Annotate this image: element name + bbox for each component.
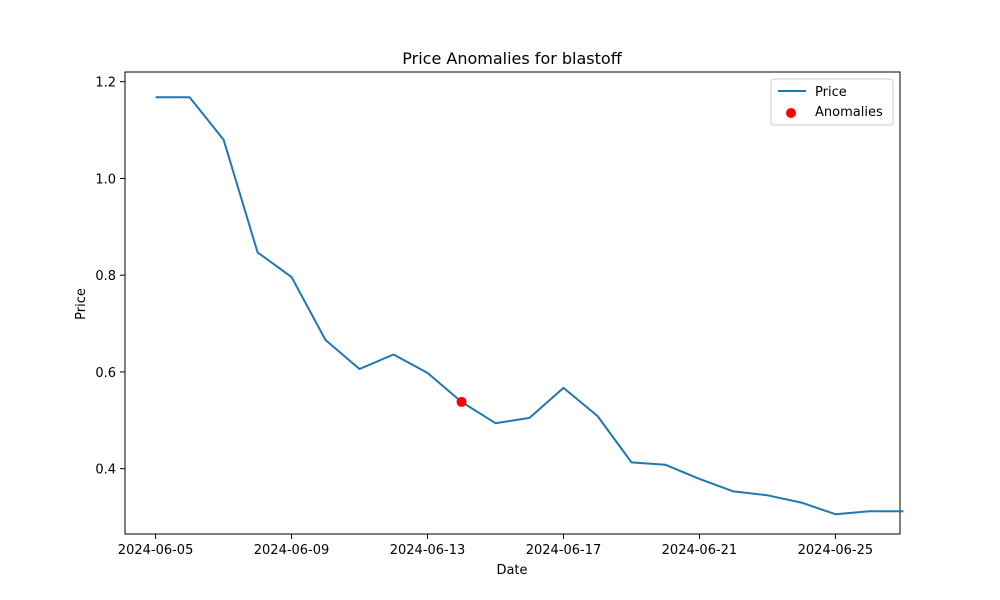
- y-tick-label: 1.2: [95, 76, 116, 91]
- x-axis: 2024-06-05 2024-06-09 2024-06-13 2024-06-17…: [118, 534, 873, 558]
- y-tick-label: 0.4: [95, 463, 116, 478]
- x-tick-label: 2024-06-13: [390, 543, 466, 558]
- x-tick-label: 2024-06-09: [254, 543, 330, 558]
- y-tick-label: 0.8: [95, 269, 116, 284]
- legend-anomalies-swatch: [786, 108, 796, 118]
- y-axis-label: Price: [74, 288, 89, 320]
- y-tick-label: 1.0: [95, 172, 116, 187]
- x-tick-label: 2024-06-21: [662, 543, 738, 558]
- plot-area-frame: [124, 71, 901, 535]
- x-tick-label: 2024-06-25: [798, 543, 874, 558]
- x-axis-label: Date: [496, 563, 527, 578]
- y-axis: 0.4 0.6 0.8 1.0 1.2: [95, 76, 125, 478]
- x-tick-label: 2024-06-05: [118, 543, 194, 558]
- legend-price-label: Price: [815, 85, 847, 100]
- legend: Price Anomalies: [770, 78, 894, 126]
- y-tick-label: 0.6: [95, 366, 116, 381]
- x-tick-label: 2024-06-17: [526, 543, 602, 558]
- series-layer: [155, 96, 904, 516]
- anomaly-point: [456, 396, 467, 407]
- legend-anomalies-label: Anomalies: [815, 105, 883, 120]
- price-line: [155, 96, 904, 516]
- chart-title: Price Anomalies for blastoff: [402, 49, 622, 68]
